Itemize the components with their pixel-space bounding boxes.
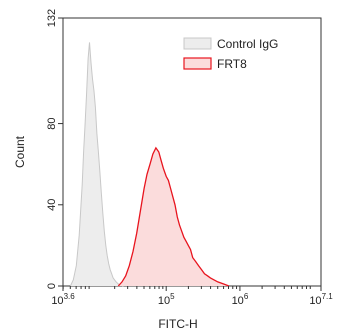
x-tick-label-1: 105 <box>158 292 175 307</box>
series-layer <box>69 42 230 287</box>
x-tick-label-3: 107.1 <box>309 292 333 307</box>
series-area-0 <box>70 42 124 287</box>
series-line-0 <box>69 42 124 287</box>
x-tick-label-0: 103.6 <box>51 292 75 307</box>
series-line-1 <box>117 146 230 287</box>
legend: Control IgG FRT8 <box>183 37 278 71</box>
x-axis-title: FITC-H <box>158 317 197 331</box>
y-tick-label-0: 0 <box>46 283 58 289</box>
tick-layer: 0 40 80 132 103.6 105 106 107.1 <box>46 9 333 307</box>
y-tick-label-2: 80 <box>46 117 58 129</box>
legend-label-control-igg: Control IgG <box>217 37 278 51</box>
y-tick-label-1: 40 <box>46 199 58 211</box>
legend-swatch-frt8 <box>183 57 212 70</box>
y-tick-label-3: 132 <box>46 9 58 27</box>
y-axis-title: Count <box>13 135 27 168</box>
legend-label-frt8: FRT8 <box>217 57 247 71</box>
x-tick-label-2: 106 <box>232 292 249 307</box>
legend-swatch-control-igg <box>183 37 212 50</box>
